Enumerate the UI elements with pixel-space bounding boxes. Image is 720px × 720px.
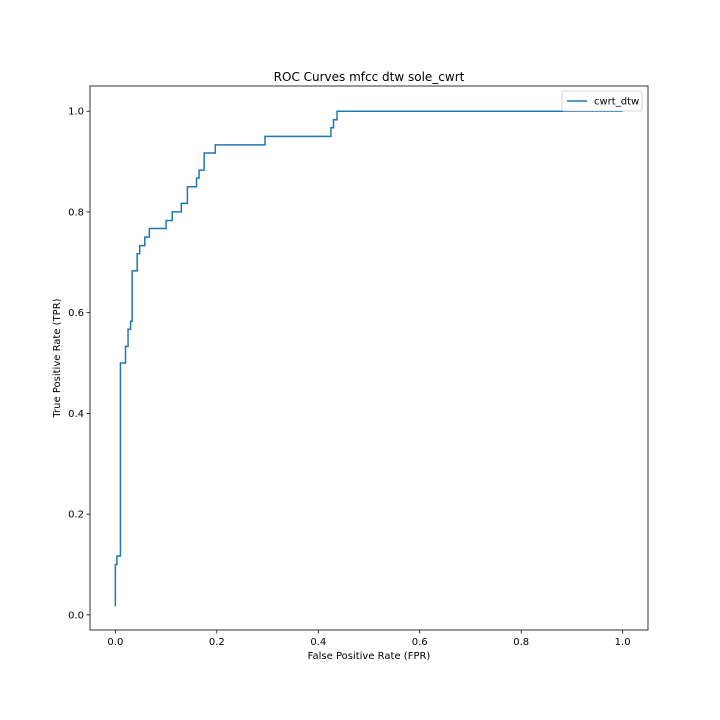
y-tick-label: 0.0 bbox=[68, 610, 84, 621]
axis-ticks: 0.0 0.2 0.4 0.6 0.8 1.0 0.0 0.2 0.4 0.6 0.8 1.0 bbox=[68, 107, 630, 648]
y-tick-label: 0.6 bbox=[68, 308, 84, 319]
legend-box bbox=[561, 90, 643, 112]
x-tick-label: 0.4 bbox=[310, 637, 326, 648]
x-axis-label: False Positive Rate (FPR) bbox=[308, 651, 431, 662]
chart-title: ROC Curves mfcc dtw sole_cwrt bbox=[274, 70, 465, 84]
legend-label-cwrt-dtw: cwrt_dtw bbox=[594, 97, 639, 108]
x-tick-label: 0.6 bbox=[412, 637, 428, 648]
x-tick-label: 0.8 bbox=[513, 637, 529, 648]
plot-area bbox=[90, 86, 648, 630]
x-tick-label: 1.0 bbox=[615, 637, 631, 648]
legend: cwrt_dtw bbox=[561, 90, 643, 112]
y-axis-label: True Positive Rate (TPR) bbox=[52, 298, 63, 418]
x-tick-label: 0.2 bbox=[209, 637, 225, 648]
y-tick-label: 0.4 bbox=[68, 409, 84, 420]
y-tick-label: 1.0 bbox=[68, 107, 84, 118]
y-tick-label: 0.2 bbox=[68, 510, 84, 521]
x-tick-label: 0.0 bbox=[107, 637, 123, 648]
series-line-cwrt-dtw bbox=[114, 110, 623, 607]
y-tick-label: 0.8 bbox=[68, 207, 84, 218]
plot-frame bbox=[89, 85, 649, 631]
